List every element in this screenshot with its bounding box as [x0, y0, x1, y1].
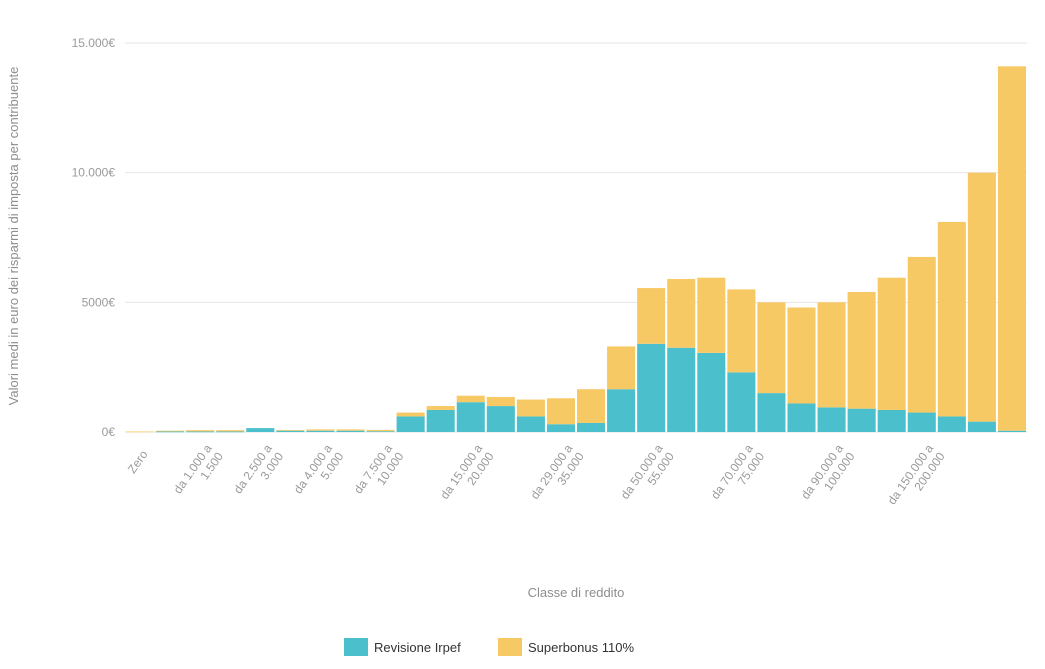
- legend-swatch-revisione-irpef: [344, 638, 368, 656]
- bar-revisione-irpef: [306, 430, 335, 432]
- bar-superbonus: [186, 430, 215, 432]
- bar-revisione-irpef: [396, 416, 425, 432]
- bar-superbonus: [426, 406, 455, 410]
- bar-revisione-irpef: [937, 416, 966, 432]
- legend-swatch-superbonus: [498, 638, 522, 656]
- bar-superbonus: [486, 396, 515, 407]
- bar-revisione-irpef: [577, 422, 606, 432]
- bar-superbonus: [276, 429, 305, 431]
- bar-revisione-irpef: [456, 402, 485, 432]
- bar-superbonus: [667, 278, 696, 348]
- x-tick-label: da 70.000 a75.000: [708, 441, 767, 509]
- bar-revisione-irpef: [697, 352, 726, 432]
- bar-revisione-irpef: [607, 389, 636, 432]
- bar-superbonus: [306, 429, 335, 431]
- bar-superbonus: [126, 431, 155, 433]
- x-tick-label: da 7.500 a10.000: [351, 441, 407, 504]
- bar-revisione-irpef: [156, 431, 185, 433]
- bar-superbonus: [877, 277, 906, 410]
- bar-superbonus: [546, 398, 575, 425]
- x-tick-label: da 50.000 a55.000: [618, 441, 677, 509]
- x-tick-label: da 2.500 a3.000: [231, 441, 287, 504]
- bar-superbonus: [727, 289, 756, 373]
- bar-superbonus: [396, 412, 425, 417]
- bar-revisione-irpef: [516, 416, 545, 432]
- bar-revisione-irpef: [366, 431, 395, 433]
- bar-superbonus: [156, 430, 185, 432]
- y-tick-label: 5000€: [82, 295, 116, 309]
- y-axis-ticks: 0€ 5000€ 10.000€ 15.000€: [72, 36, 116, 439]
- y-axis-title: Valori medi in euro dei risparmi di impo…: [6, 67, 21, 406]
- x-axis-title: Classe di reddito: [528, 585, 625, 600]
- bar-superbonus: [787, 307, 816, 404]
- bar-revisione-irpef: [546, 424, 575, 432]
- bar-superbonus: [456, 395, 485, 403]
- bar-superbonus: [997, 66, 1026, 431]
- bar-revisione-irpef: [847, 408, 876, 432]
- x-tick-label: da 4.000 a5.000: [291, 441, 347, 504]
- bar-revisione-irpef: [637, 343, 666, 432]
- bar-superbonus: [697, 277, 726, 353]
- bars: [126, 66, 1026, 433]
- bar-revisione-irpef: [877, 409, 906, 432]
- y-tick-label: 15.000€: [72, 36, 116, 50]
- x-axis-ticks: Zero da 1.000 a1.500 da 2.500 a3.000 da 4.0…: [125, 441, 948, 515]
- bar-revisione-irpef: [186, 431, 215, 433]
- bar-revisione-irpef: [757, 393, 786, 432]
- bar-superbonus: [847, 291, 876, 409]
- x-tick-label: Zero: [125, 447, 151, 476]
- bar-superbonus: [516, 399, 545, 417]
- bar-superbonus: [757, 302, 786, 394]
- bar-revisione-irpef: [817, 407, 846, 432]
- x-tick-label: da 29.000 a35.000: [528, 441, 587, 509]
- bar-superbonus: [817, 302, 846, 408]
- legend-label-superbonus: Superbonus 110%: [528, 640, 634, 655]
- bar-revisione-irpef: [727, 372, 756, 432]
- bar-revisione-irpef: [216, 431, 245, 433]
- bar-superbonus: [937, 221, 966, 417]
- grid-lines: [125, 42, 1027, 433]
- x-tick-label: da 90.000 a100.000: [798, 441, 857, 509]
- bar-revisione-irpef: [667, 347, 696, 432]
- bar-superbonus: [577, 389, 606, 423]
- y-tick-label: 10.000€: [72, 166, 116, 180]
- x-tick-label: da 15.000 a20.000: [437, 441, 496, 509]
- bar-superbonus: [216, 430, 245, 432]
- bar-revisione-irpef: [997, 430, 1026, 432]
- bar-superbonus: [637, 288, 666, 344]
- bar-superbonus: [907, 256, 936, 413]
- bar-revisione-irpef: [426, 409, 455, 432]
- bar-superbonus: [366, 429, 395, 432]
- bar-revisione-irpef: [246, 428, 275, 432]
- legend-label-revisione-irpef: Revisione Irpef: [374, 640, 461, 655]
- bar-revisione-irpef: [787, 403, 816, 432]
- bar-superbonus: [336, 429, 365, 431]
- bar-revisione-irpef: [276, 430, 305, 432]
- bar-revisione-irpef: [907, 412, 936, 432]
- x-tick-label: da 150.000 a200.000: [885, 441, 948, 515]
- bar-superbonus: [607, 346, 636, 390]
- legend: Revisione Irpef Superbonus 110%: [344, 638, 634, 656]
- bar-revisione-irpef: [486, 406, 515, 432]
- x-tick-label: da 1.000 a1.500: [171, 441, 227, 504]
- bar-superbonus: [967, 172, 996, 422]
- y-tick-label: 0€: [102, 425, 116, 439]
- bar-revisione-irpef: [967, 421, 996, 432]
- bar-revisione-irpef: [336, 430, 365, 432]
